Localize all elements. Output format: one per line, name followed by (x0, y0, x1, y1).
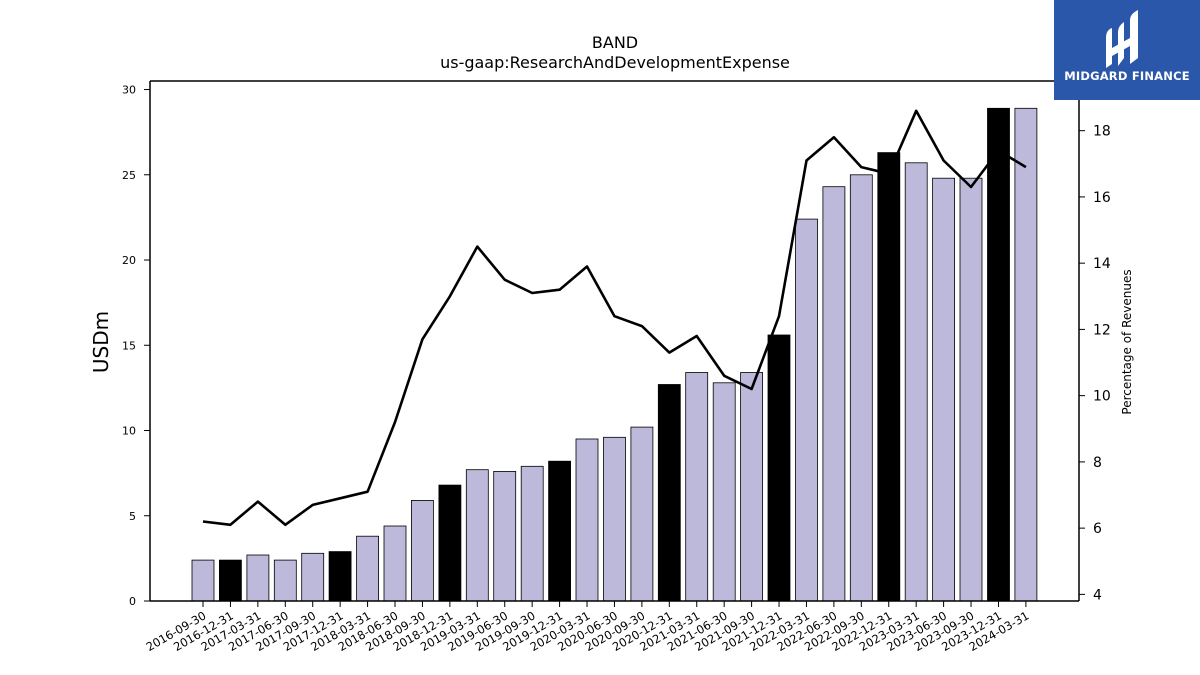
bar (273, 559, 297, 602)
bar (465, 469, 489, 602)
bar (685, 372, 709, 602)
y-tick-label: 30 (122, 84, 136, 97)
brand-logo: MIDGARD FINANCE (1054, 0, 1200, 100)
bar (383, 525, 407, 602)
bar (328, 551, 352, 602)
y2-axis-label: Percentage of Revenues (1120, 269, 1134, 414)
y-tick-label: 25 (122, 169, 136, 182)
y2-tick-label: 16 (1093, 190, 1111, 206)
y2-tick-label: 8 (1093, 455, 1102, 471)
y-tick-label: 15 (122, 339, 136, 352)
bar (1014, 107, 1038, 602)
bar (246, 554, 270, 602)
bar (520, 465, 544, 602)
y2-tick-label: 4 (1093, 587, 1102, 603)
bar (849, 174, 873, 602)
bar (740, 372, 763, 602)
bar (767, 334, 791, 602)
y2-tick-label: 18 (1093, 124, 1111, 140)
bar (548, 460, 571, 602)
y-tick-label: 10 (122, 425, 136, 438)
bar (630, 426, 654, 602)
bar (932, 177, 955, 602)
bar (987, 107, 1010, 602)
y2-tick-label: 6 (1093, 521, 1102, 537)
y2-tick-label: 12 (1093, 322, 1111, 338)
bar (904, 162, 928, 602)
bar (959, 177, 983, 602)
bar (493, 470, 517, 602)
midgard-logo-icon (1106, 10, 1138, 68)
chart-subtitle: us-gaap:ResearchAndDevelopmentExpense (440, 53, 790, 72)
bar (657, 384, 681, 602)
revenue-percentage-line (202, 109, 1027, 527)
bar (301, 552, 325, 602)
bar (603, 436, 626, 602)
line-series (202, 109, 1027, 527)
bar (356, 535, 380, 602)
bar-series (191, 107, 1038, 602)
bar (877, 152, 901, 602)
y-tick-label: 5 (129, 510, 136, 523)
brand-name: MIDGARD FINANCE (1064, 69, 1190, 83)
y2-tick-label: 14 (1093, 256, 1111, 272)
bar (712, 382, 736, 602)
bar (438, 484, 462, 602)
y-tick-label: 20 (122, 254, 136, 267)
bar (575, 438, 599, 602)
bar (410, 499, 434, 602)
y-tick-label: 0 (129, 595, 136, 608)
chart-title: BAND (592, 33, 638, 52)
y-axis-label: USDm (89, 311, 113, 373)
bar (218, 559, 242, 602)
bar (795, 218, 818, 602)
bar (822, 186, 846, 602)
y2-tick-label: 10 (1093, 389, 1111, 405)
bar (191, 559, 215, 602)
